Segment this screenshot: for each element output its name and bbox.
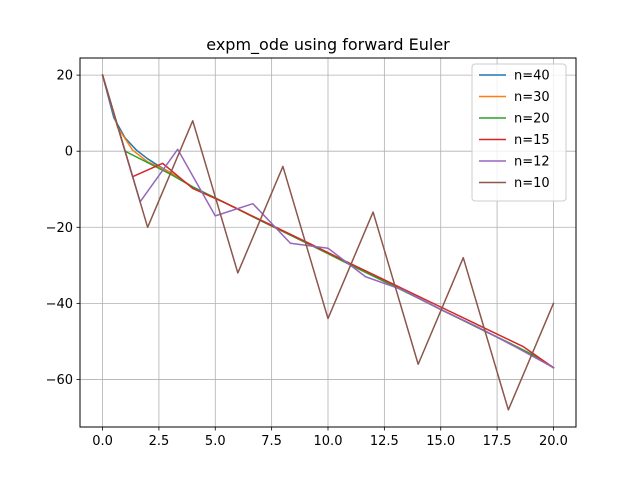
legend-label: n=40	[514, 69, 550, 84]
chart-title: expm_ode using forward Euler	[206, 35, 450, 55]
legend-label: n=20	[514, 112, 550, 127]
series-line-n-10	[101, 74, 555, 411]
series-line-n-12	[101, 74, 555, 369]
x-tick-label: 0.0	[92, 434, 113, 449]
y-tick-label: −40	[46, 297, 73, 312]
legend-label: n=30	[514, 90, 550, 105]
x-tick-label: 20.0	[539, 434, 568, 449]
x-tick-label: 15.0	[426, 434, 455, 449]
x-tick-label: 5.0	[205, 434, 226, 449]
x-tick-label: 2.5	[149, 434, 170, 449]
series-lines	[101, 74, 555, 411]
x-tick-label: 12.5	[370, 434, 399, 449]
y-tick-label: −20	[46, 221, 73, 236]
legend-label: n=10	[514, 176, 550, 191]
x-tick-label: 7.5	[261, 434, 282, 449]
y-tick-label: 20	[56, 69, 73, 84]
axis-ticks: 0.0 2.5 5.0 7.5 10.0 12.5 15.0 17.5 20.0 20 0 −20 −4…	[46, 69, 568, 449]
y-tick-label: 0	[65, 145, 73, 160]
legend-label: n=15	[514, 133, 550, 148]
legend-label: n=12	[514, 155, 550, 170]
x-tick-label: 17.5	[483, 434, 512, 449]
x-tick-label: 10.0	[314, 434, 343, 449]
legend: n=40 n=30 n=20 n=15 n=12 n=10	[471, 63, 567, 202]
series-line-n-15	[101, 74, 555, 369]
legend-box	[471, 63, 567, 202]
y-tick-label: −60	[46, 373, 73, 388]
